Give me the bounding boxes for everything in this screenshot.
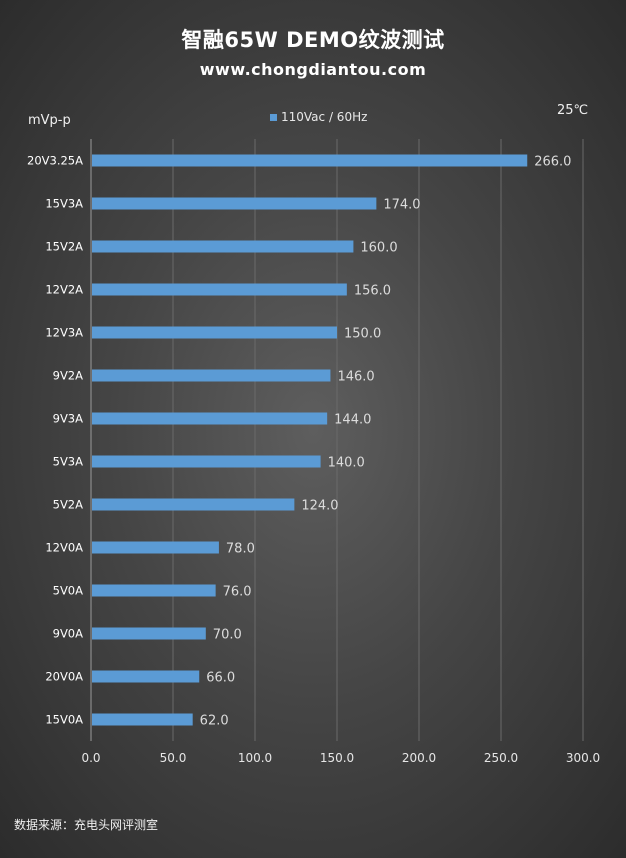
bar: [92, 498, 295, 511]
bar: [92, 541, 219, 554]
data-label: 266.0: [534, 155, 571, 170]
data-label: 66.0: [206, 671, 235, 686]
category-label: 9V2A: [53, 369, 84, 383]
category-label: 12V0A: [45, 541, 83, 555]
bar: [92, 369, 331, 382]
category-label: 9V0A: [53, 627, 84, 641]
chart-subtitle: www.chongdiantou.com: [199, 60, 427, 79]
legend: 110Vac / 60Hz: [270, 110, 367, 124]
data-label: 78.0: [226, 542, 255, 557]
x-tick-label: 250.0: [484, 751, 518, 765]
x-tick-label: 0.0: [81, 751, 100, 765]
data-label: 70.0: [213, 628, 242, 643]
bar: [92, 283, 347, 296]
x-tick-label: 50.0: [160, 751, 187, 765]
data-label: 146.0: [337, 370, 374, 385]
category-label: 20V3.25A: [27, 154, 83, 168]
bar: [92, 412, 328, 425]
bar: [92, 627, 206, 640]
bar: [92, 670, 200, 683]
bar: [92, 326, 337, 339]
category-label: 15V0A: [45, 713, 83, 727]
bar: [92, 713, 193, 726]
bar: [92, 154, 528, 167]
data-label: 140.0: [328, 456, 365, 471]
data-label: 144.0: [334, 413, 371, 428]
x-tick-label: 150.0: [320, 751, 354, 765]
category-label: 15V3A: [45, 197, 83, 211]
x-tick-label: 200.0: [402, 751, 436, 765]
temperature-label: 25℃: [557, 103, 589, 118]
bar: [92, 240, 354, 253]
x-tick-label: 100.0: [238, 751, 272, 765]
legend-swatch: [270, 113, 277, 121]
data-label: 62.0: [200, 714, 229, 729]
data-label: 124.0: [301, 499, 338, 514]
data-label: 156.0: [354, 284, 391, 299]
category-label: 12V3A: [45, 326, 83, 340]
chart-title: 智融65W DEMO纹波测试: [181, 28, 445, 52]
bar: [92, 455, 321, 468]
category-label: 12V2A: [45, 283, 83, 297]
bar: [92, 197, 377, 210]
data-source-note: 数据来源：充电头网评测室: [14, 818, 159, 832]
data-label: 174.0: [383, 198, 420, 213]
x-tick-label: 300.0: [566, 751, 600, 765]
category-label: 5V0A: [53, 584, 84, 598]
bar: [92, 584, 216, 597]
category-label: 20V0A: [45, 670, 83, 684]
data-label: 150.0: [344, 327, 381, 342]
category-label: 5V3A: [53, 455, 84, 469]
legend-label: 110Vac / 60Hz: [281, 110, 368, 124]
category-label: 9V3A: [53, 412, 84, 426]
data-label: 76.0: [223, 585, 252, 600]
category-label: 15V2A: [45, 240, 83, 254]
y-axis-unit-label: mVp-p: [28, 113, 71, 128]
data-label: 160.0: [360, 241, 397, 256]
category-label: 5V2A: [53, 498, 84, 512]
